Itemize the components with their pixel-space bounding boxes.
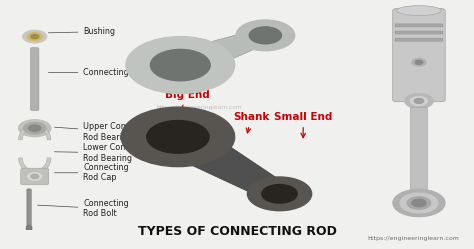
Circle shape bbox=[400, 193, 438, 213]
Circle shape bbox=[148, 121, 208, 152]
Polygon shape bbox=[162, 122, 288, 202]
FancyBboxPatch shape bbox=[31, 48, 39, 110]
FancyBboxPatch shape bbox=[395, 31, 443, 34]
Circle shape bbox=[126, 37, 235, 94]
Circle shape bbox=[24, 123, 46, 134]
Circle shape bbox=[121, 107, 235, 167]
Circle shape bbox=[415, 60, 423, 64]
Circle shape bbox=[405, 94, 433, 108]
FancyBboxPatch shape bbox=[395, 38, 443, 41]
Polygon shape bbox=[18, 158, 51, 174]
Text: https://engineeringlearn.com: https://engineeringlearn.com bbox=[367, 236, 459, 241]
Polygon shape bbox=[26, 225, 32, 230]
Text: Connecting
Rod Bolt: Connecting Rod Bolt bbox=[37, 199, 129, 218]
Text: Lower Connecting
Rod Bearing: Lower Connecting Rod Bearing bbox=[55, 143, 155, 163]
Circle shape bbox=[31, 34, 39, 39]
FancyBboxPatch shape bbox=[410, 107, 428, 203]
Circle shape bbox=[410, 97, 428, 105]
Circle shape bbox=[18, 120, 51, 137]
Circle shape bbox=[29, 125, 41, 131]
Text: Connecting Rod: Connecting Rod bbox=[48, 68, 147, 77]
Circle shape bbox=[249, 27, 282, 44]
Circle shape bbox=[393, 189, 445, 217]
FancyBboxPatch shape bbox=[21, 168, 49, 185]
Circle shape bbox=[147, 121, 209, 153]
Text: Bushing: Bushing bbox=[48, 27, 115, 36]
Polygon shape bbox=[172, 28, 270, 78]
FancyBboxPatch shape bbox=[27, 189, 31, 225]
Circle shape bbox=[23, 30, 46, 43]
Circle shape bbox=[236, 20, 295, 51]
Text: TYPES OF CONNECTING ROD: TYPES OF CONNECTING ROD bbox=[137, 225, 337, 238]
Text: Big End: Big End bbox=[165, 90, 210, 113]
Text: Small End: Small End bbox=[274, 112, 332, 138]
Circle shape bbox=[262, 185, 297, 203]
Circle shape bbox=[250, 27, 281, 43]
Circle shape bbox=[27, 33, 42, 41]
Text: Connecting
Rod Cap: Connecting Rod Cap bbox=[55, 163, 129, 183]
Circle shape bbox=[263, 185, 296, 203]
Circle shape bbox=[412, 59, 426, 66]
Circle shape bbox=[414, 99, 424, 103]
Text: Upper Connecting
Rod Bearing: Upper Connecting Rod Bearing bbox=[55, 122, 156, 142]
FancyBboxPatch shape bbox=[395, 24, 443, 27]
Polygon shape bbox=[18, 124, 51, 140]
Circle shape bbox=[152, 50, 209, 80]
Text: https://engineeringlearn.com: https://engineeringlearn.com bbox=[156, 105, 242, 110]
Circle shape bbox=[407, 197, 431, 209]
Circle shape bbox=[247, 177, 312, 211]
Circle shape bbox=[412, 199, 426, 207]
Ellipse shape bbox=[397, 6, 441, 15]
Text: Shank: Shank bbox=[233, 112, 269, 133]
Circle shape bbox=[31, 174, 39, 179]
FancyBboxPatch shape bbox=[393, 9, 445, 102]
Circle shape bbox=[150, 49, 210, 81]
Circle shape bbox=[28, 173, 42, 180]
